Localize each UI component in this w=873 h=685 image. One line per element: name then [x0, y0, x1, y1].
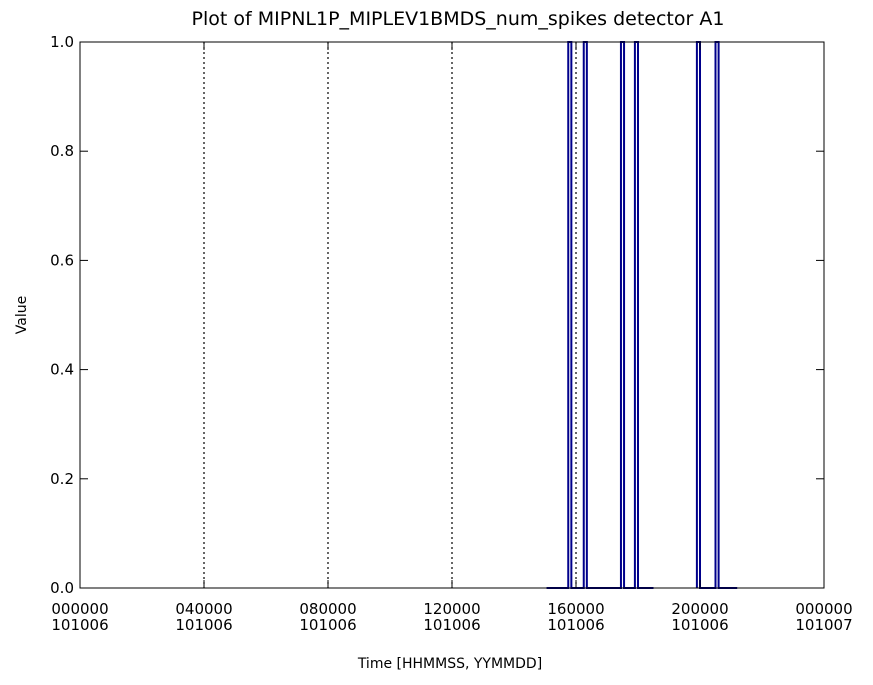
y-tick-label-0: 0.0: [50, 579, 74, 597]
x-tick-time-0: 000000: [51, 600, 108, 618]
x-tick-time-3: 120000: [423, 600, 480, 618]
y-tick-label-1: 0.2: [50, 470, 74, 488]
x-tick-time-6: 000000: [795, 600, 852, 618]
x-axis: 0000001010060400001010060800001010061200…: [51, 42, 853, 634]
series-line-1: [695, 41, 738, 589]
y-tick-label-2: 0.4: [50, 361, 74, 379]
x-axis-label: Time [HHMMSS, YYMMDD]: [357, 656, 542, 672]
series-layer: [546, 41, 738, 589]
x-tick-time-2: 080000: [299, 600, 356, 618]
y-tick-label-4: 0.8: [50, 142, 74, 160]
reference-lines: [203, 42, 701, 588]
x-tick-date-2: 101006: [299, 616, 356, 634]
x-tick-date-0: 101006: [51, 616, 108, 634]
y-tick-label-5: 1.0: [50, 33, 74, 51]
x-tick-time-5: 200000: [671, 600, 728, 618]
x-tick-date-1: 101006: [175, 616, 232, 634]
x-tick-date-3: 101006: [423, 616, 480, 634]
x-tick-date-5: 101006: [671, 616, 728, 634]
series-line-0: [546, 41, 654, 589]
x-tick-date-4: 101006: [547, 616, 604, 634]
x-tick-time-1: 040000: [175, 600, 232, 618]
x-tick-date-6: 101007: [795, 616, 852, 634]
chart-title: Plot of MIPNL1P_MIPLEV1BMDS_num_spikes d…: [192, 8, 725, 30]
y-axis-label: Value: [14, 296, 30, 334]
y-axis: 0.0 0.2 0.4 0.6 0.8 1.0: [50, 33, 824, 597]
y-tick-label-3: 0.6: [50, 251, 74, 269]
x-tick-time-4: 160000: [547, 600, 604, 618]
